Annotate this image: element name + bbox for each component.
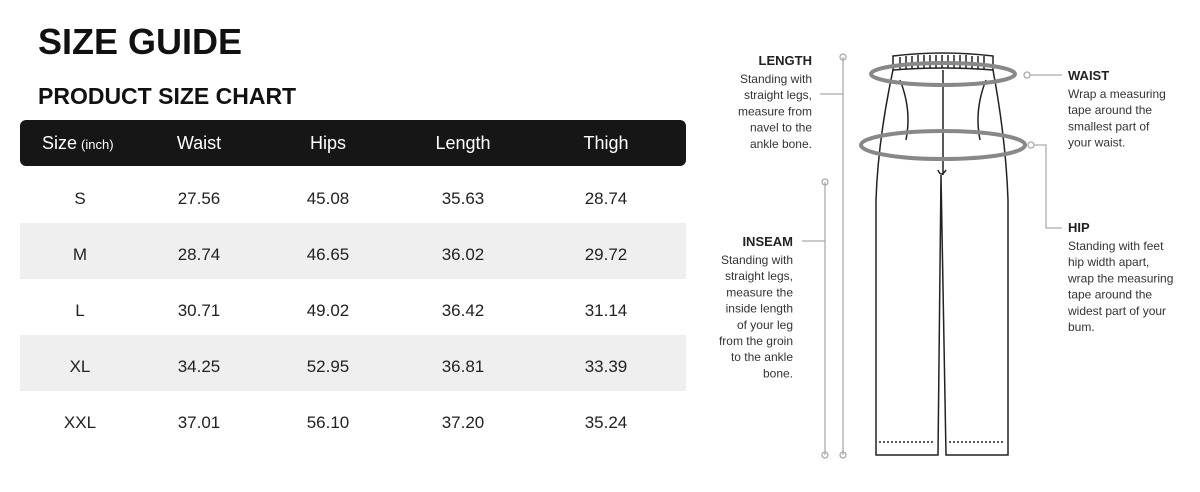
size-cell: M	[73, 245, 87, 264]
column-header: Hips	[310, 133, 346, 153]
value-cell: 35.63	[442, 189, 485, 208]
annotation-text: smallest part of	[1068, 119, 1150, 133]
annotation-text: measure from	[738, 104, 812, 118]
value-cell: 33.39	[585, 357, 628, 376]
annotation-text: tape around the	[1068, 288, 1152, 302]
value-cell: 37.20	[442, 413, 485, 432]
column-header: Length	[435, 133, 490, 153]
value-cell: 27.56	[178, 189, 221, 208]
column-header: Waist	[177, 133, 221, 153]
annotation-label: HIP	[1068, 220, 1090, 235]
annotation-label: WAIST	[1068, 68, 1109, 83]
annotation-text: ankle bone.	[750, 137, 812, 151]
row-stripe	[20, 335, 686, 391]
annotation-text: your waist.	[1068, 136, 1125, 150]
annotation-text: to the ankle	[731, 350, 793, 364]
value-cell: 36.42	[442, 301, 485, 320]
annotation-text: of your leg	[737, 318, 793, 332]
annotation-text: navel to the	[750, 121, 812, 135]
value-cell: 56.10	[307, 413, 350, 432]
value-cell: 36.81	[442, 357, 485, 376]
value-cell: 46.65	[307, 245, 350, 264]
row-stripe	[20, 223, 686, 279]
annotation-text: widest part of your	[1067, 304, 1166, 318]
column-header: Size (inch)	[42, 133, 114, 153]
annotation-text: bum.	[1068, 320, 1095, 334]
value-cell: 36.02	[442, 245, 485, 264]
value-cell: 52.95	[307, 357, 350, 376]
value-cell: 35.24	[585, 413, 628, 432]
annotation-text: from the groin	[719, 334, 793, 348]
value-cell: 34.25	[178, 357, 221, 376]
subtitle: PRODUCT SIZE CHART	[38, 83, 296, 109]
size-cell: L	[75, 301, 84, 320]
value-cell: 37.01	[178, 413, 221, 432]
annotation-text: Standing with	[721, 253, 793, 267]
column-header: Thigh	[583, 133, 628, 153]
table-header-bg	[20, 120, 686, 166]
value-cell: 30.71	[178, 301, 221, 320]
annotation-text: straight legs,	[725, 269, 793, 283]
annotation-text: inside length	[726, 302, 793, 316]
annotation-text: Wrap a measuring	[1068, 87, 1166, 101]
annotation-text: hip width apart,	[1068, 255, 1149, 269]
pants-illustration	[802, 52, 1062, 459]
value-cell: 28.74	[178, 245, 221, 264]
size-cell: XL	[70, 357, 91, 376]
annotation-text: Standing with feet	[1068, 239, 1164, 253]
annotation-label: INSEAM	[742, 234, 793, 249]
annotation-text: bone.	[763, 366, 793, 380]
column-unit: (inch)	[81, 137, 114, 152]
annotation-text: measure the	[726, 285, 793, 299]
annotation-text: straight legs,	[744, 88, 812, 102]
size-cell: XXL	[64, 413, 96, 432]
value-cell: 29.72	[585, 245, 628, 264]
value-cell: 45.08	[307, 189, 350, 208]
value-cell: 49.02	[307, 301, 350, 320]
value-cell: 31.14	[585, 301, 628, 320]
title: SIZE GUIDE	[38, 21, 242, 62]
value-cell: 28.74	[585, 189, 628, 208]
annotation-text: Standing with	[740, 72, 812, 86]
column-header-text: Size	[42, 133, 77, 153]
annotation-text: wrap the measuring	[1067, 271, 1173, 285]
annotation-label: LENGTH	[759, 53, 812, 68]
size-cell: S	[74, 189, 85, 208]
annotation-text: tape around the	[1068, 103, 1152, 117]
